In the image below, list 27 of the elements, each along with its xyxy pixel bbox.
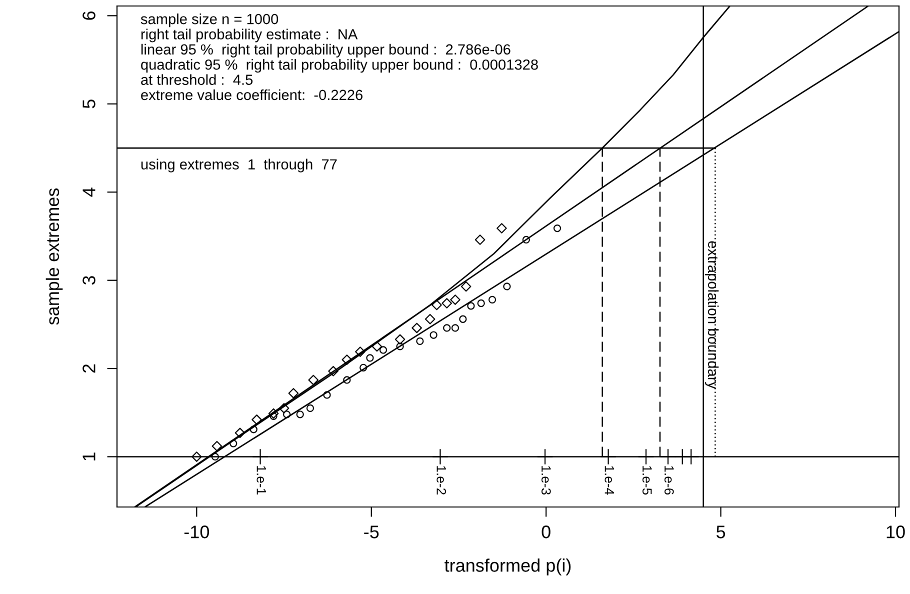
y-tick-label: 4 <box>82 188 96 197</box>
y-tick-label: 2 <box>82 364 96 373</box>
annotation: using extremes 1 through 77 <box>141 158 337 172</box>
annotation: sample size n = 1000 <box>140 14 278 28</box>
y-tick-label: 1 <box>82 452 96 460</box>
annotation: quadratic 95 % right tail probability upper bound : 0.0001328 <box>141 59 538 73</box>
annotation: linear 95 % right tail probability upper bound : 2.786e-06 <box>141 44 510 58</box>
x-tick-label: 10 <box>886 526 905 538</box>
x-axis-title: transformed p(i) <box>444 558 571 576</box>
annotation: 1.e-4 <box>604 466 614 495</box>
annotation: 1.e-5 <box>642 466 652 495</box>
annotation: extreme value coefficient: -0.2226 <box>141 89 362 100</box>
annotation: 1.e-6 <box>664 466 674 495</box>
y-axis-title: sample extremes <box>46 188 63 325</box>
y-tick-label: 5 <box>82 100 96 108</box>
ref-line-label: extrapolation boundary <box>705 241 719 389</box>
annotation: right tail probability estimate : NA <box>141 28 358 42</box>
x-tick-label: 5 <box>716 526 726 538</box>
annotation: 1.e-3 <box>541 466 551 495</box>
annotation: 1.e-1 <box>256 466 266 494</box>
y-tick-label: 6 <box>82 11 96 20</box>
x-tick-label: 0 <box>542 526 550 538</box>
annotation: at threshold : 4.5 <box>141 74 253 85</box>
annotation: 1.e-2 <box>436 466 446 494</box>
x-tick-label: -5 <box>364 526 379 538</box>
y-tick-label: 3 <box>82 276 96 285</box>
x-tick-label: -10 <box>184 526 210 538</box>
